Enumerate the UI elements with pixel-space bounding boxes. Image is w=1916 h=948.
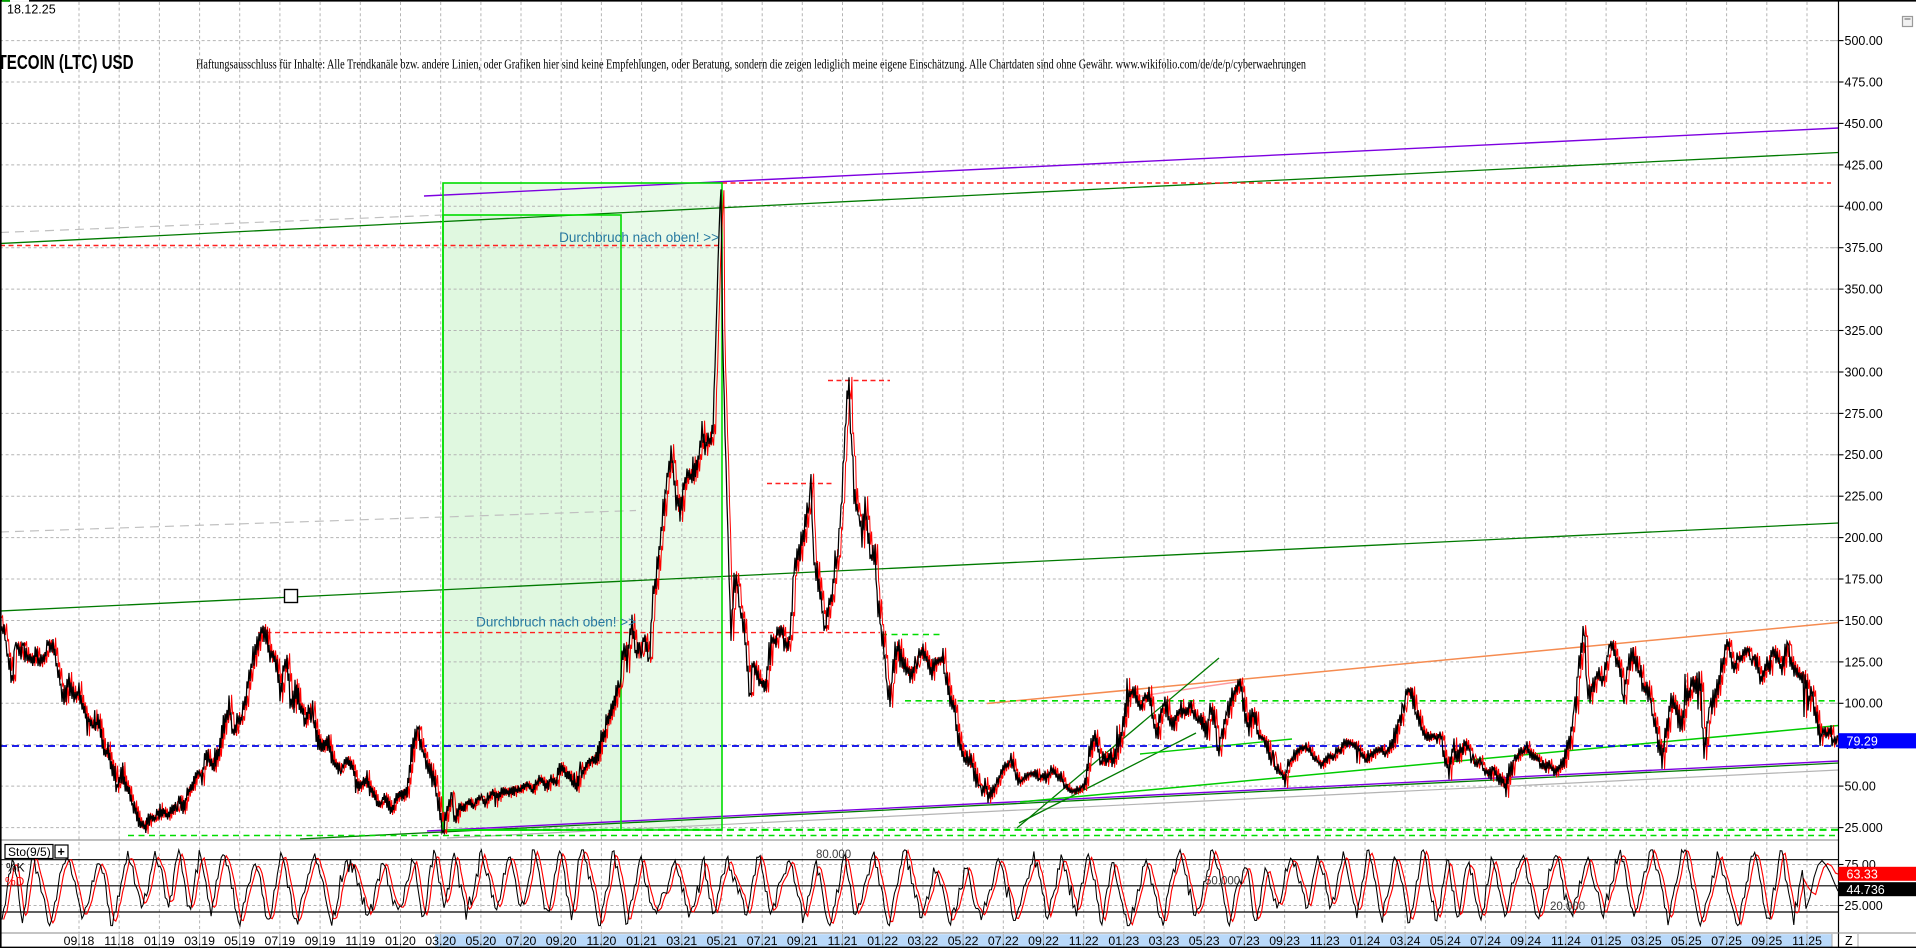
svg-text:%K: %K bbox=[6, 861, 25, 875]
svg-text:79.29: 79.29 bbox=[1847, 734, 1878, 748]
svg-text:03.25: 03.25 bbox=[1631, 934, 1662, 948]
svg-text:250.00: 250.00 bbox=[1845, 448, 1883, 462]
svg-text:LITECOIN (LTC) USD: LITECOIN (LTC) USD bbox=[0, 51, 134, 74]
svg-text:05.20: 05.20 bbox=[466, 934, 497, 948]
svg-text:01.21: 01.21 bbox=[626, 934, 657, 948]
svg-text:25.000: 25.000 bbox=[1845, 821, 1883, 835]
svg-text:03.23: 03.23 bbox=[1149, 934, 1180, 948]
svg-text:200.00: 200.00 bbox=[1845, 531, 1883, 545]
svg-text:05.21: 05.21 bbox=[707, 934, 738, 948]
svg-text:03.22: 03.22 bbox=[908, 934, 939, 948]
svg-text:%D: %D bbox=[5, 875, 25, 889]
svg-text:01.19: 01.19 bbox=[144, 934, 175, 948]
svg-text:63.33: 63.33 bbox=[1847, 867, 1878, 881]
svg-text:350.00: 350.00 bbox=[1845, 283, 1883, 297]
svg-text:09.23: 09.23 bbox=[1269, 934, 1300, 948]
svg-text:01.25: 01.25 bbox=[1591, 934, 1622, 948]
svg-text:05.24: 05.24 bbox=[1430, 934, 1461, 948]
svg-text:01.20: 01.20 bbox=[385, 934, 416, 948]
svg-text:18.12.25: 18.12.25 bbox=[7, 3, 56, 17]
svg-text:11.24: 11.24 bbox=[1551, 934, 1581, 948]
svg-text:09.22: 09.22 bbox=[1028, 934, 1059, 948]
svg-text:450.00: 450.00 bbox=[1845, 117, 1883, 131]
svg-text:500.00: 500.00 bbox=[1845, 34, 1883, 48]
svg-text:01.24: 01.24 bbox=[1350, 934, 1381, 948]
svg-text:175.00: 175.00 bbox=[1845, 572, 1883, 586]
svg-text:11.18: 11.18 bbox=[104, 934, 134, 948]
svg-text:03.24: 03.24 bbox=[1390, 934, 1421, 948]
svg-text:475.00: 475.00 bbox=[1845, 75, 1883, 89]
svg-text:50.000: 50.000 bbox=[1205, 876, 1240, 888]
svg-text:05.19: 05.19 bbox=[224, 934, 255, 948]
svg-text:09.25: 09.25 bbox=[1751, 934, 1782, 948]
svg-text:11.19: 11.19 bbox=[345, 934, 375, 948]
svg-text:11.23: 11.23 bbox=[1310, 934, 1340, 948]
svg-text:05.25: 05.25 bbox=[1671, 934, 1702, 948]
svg-text:03.21: 03.21 bbox=[666, 934, 697, 948]
svg-text:11.25: 11.25 bbox=[1792, 934, 1822, 948]
svg-text:11.21: 11.21 bbox=[828, 934, 858, 948]
svg-text:07.22: 07.22 bbox=[988, 934, 1019, 948]
svg-text:05.22: 05.22 bbox=[948, 934, 979, 948]
svg-text:80.000: 80.000 bbox=[816, 849, 851, 861]
svg-text:09.24: 09.24 bbox=[1510, 934, 1541, 948]
svg-text:44.736: 44.736 bbox=[1847, 883, 1885, 897]
svg-text:100.00: 100.00 bbox=[1845, 697, 1883, 711]
svg-text:425.00: 425.00 bbox=[1845, 158, 1883, 172]
svg-text:400.00: 400.00 bbox=[1845, 200, 1883, 214]
svg-text:01.22: 01.22 bbox=[867, 934, 898, 948]
svg-text:03.20: 03.20 bbox=[425, 934, 456, 948]
svg-text:07.19: 07.19 bbox=[265, 934, 296, 948]
svg-text:07.25: 07.25 bbox=[1711, 934, 1742, 948]
svg-text:20.000: 20.000 bbox=[1550, 901, 1585, 913]
svg-text:Haftungsausschluss für Inhalte: Haftungsausschluss für Inhalte: Alle Tre… bbox=[196, 57, 1306, 72]
svg-text:09.19: 09.19 bbox=[305, 934, 336, 948]
svg-text:Sto(9/5): Sto(9/5) bbox=[8, 845, 51, 859]
svg-text:09.18: 09.18 bbox=[64, 934, 95, 948]
svg-text:125.00: 125.00 bbox=[1845, 655, 1883, 669]
svg-text:325.00: 325.00 bbox=[1845, 324, 1883, 338]
svg-text:07.20: 07.20 bbox=[506, 934, 537, 948]
svg-text:09.20: 09.20 bbox=[546, 934, 577, 948]
svg-text:25.000: 25.000 bbox=[1845, 899, 1883, 913]
svg-text:09.21: 09.21 bbox=[787, 934, 818, 948]
svg-text:05.23: 05.23 bbox=[1189, 934, 1220, 948]
svg-text:Z: Z bbox=[1845, 934, 1853, 948]
svg-text:375.00: 375.00 bbox=[1845, 241, 1883, 255]
svg-text:07.23: 07.23 bbox=[1229, 934, 1260, 948]
svg-text:275.00: 275.00 bbox=[1845, 407, 1883, 421]
svg-text:03.19: 03.19 bbox=[184, 934, 215, 948]
svg-text:Durchbruch nach oben! >>: Durchbruch nach oben! >> bbox=[476, 615, 636, 630]
svg-text:50.00: 50.00 bbox=[1845, 780, 1876, 794]
svg-text:300.00: 300.00 bbox=[1845, 365, 1883, 379]
svg-text:+: + bbox=[58, 845, 65, 859]
svg-text:11.20: 11.20 bbox=[586, 934, 616, 948]
svg-text:150.00: 150.00 bbox=[1845, 614, 1883, 628]
svg-text:Durchbruch nach oben! >>: Durchbruch nach oben! >> bbox=[559, 230, 719, 245]
svg-text:225.00: 225.00 bbox=[1845, 490, 1883, 504]
svg-text:07.21: 07.21 bbox=[747, 934, 778, 948]
svg-text:11.22: 11.22 bbox=[1069, 934, 1099, 948]
svg-text:07.24: 07.24 bbox=[1470, 934, 1501, 948]
svg-text:01.23: 01.23 bbox=[1108, 934, 1139, 948]
